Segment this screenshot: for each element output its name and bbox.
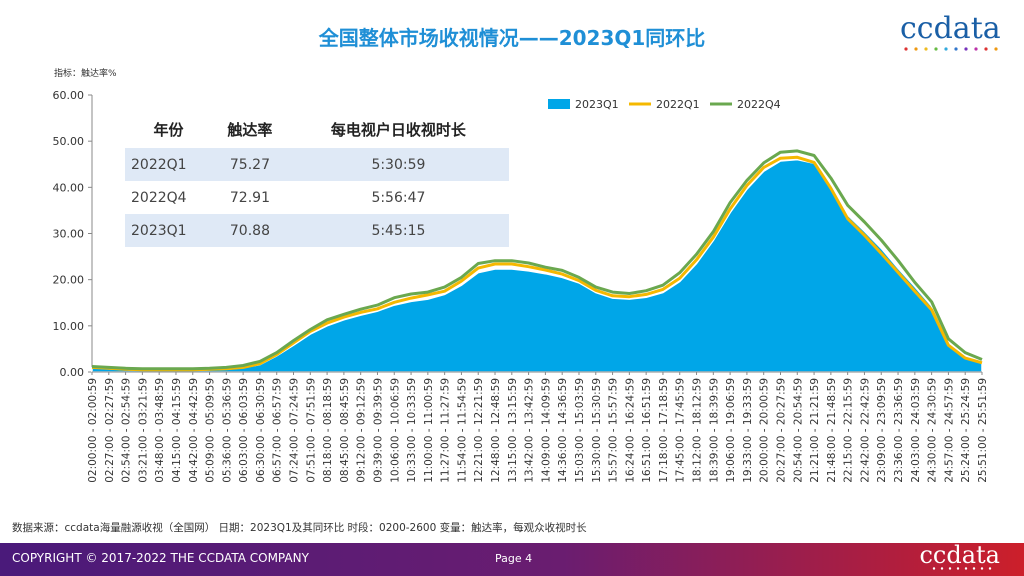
x-tick-label: 18:12:00 - 18:12:59 bbox=[692, 378, 704, 483]
x-tick-label: 17:18:00 - 17:18:59 bbox=[658, 378, 670, 483]
x-tick-label: 22:15:00 - 22:15:59 bbox=[843, 378, 855, 483]
x-tick-label: 15:03:00 - 15:03:59 bbox=[574, 378, 586, 483]
cell-duration: 5:45:15 bbox=[287, 214, 509, 247]
x-tick-label: 24:03:00 - 24:03:59 bbox=[910, 378, 922, 483]
x-tick-label: 23:09:00 - 23:09:59 bbox=[876, 378, 888, 483]
x-tick-label: 04:42:00 - 04:42:59 bbox=[188, 378, 200, 483]
x-tick-label: 25:51:00 - 25:51:59 bbox=[977, 378, 989, 483]
legend-label-2022Q4: 2022Q4 bbox=[737, 98, 781, 111]
x-tick-label: 17:45:00 - 17:45:59 bbox=[675, 378, 687, 483]
x-tick-label: 15:30:00 - 15:30:59 bbox=[591, 378, 603, 483]
x-tick-label: 07:24:00 - 07:24:59 bbox=[289, 378, 301, 483]
cell-year: 2022Q4 bbox=[125, 181, 212, 214]
x-tick-label: 14:36:00 - 14:36:59 bbox=[557, 378, 569, 483]
logo-text: ccdata bbox=[900, 11, 1001, 46]
series-line-2022Q1 bbox=[91, 155, 983, 372]
x-tick-label: 22:42:00 - 22:42:59 bbox=[860, 378, 872, 483]
header-year: 年份 bbox=[153, 120, 184, 139]
page-title: 全国整体市场收视情况——2023Q1同环比 bbox=[318, 26, 706, 50]
stats-header-row: 年份 触达率 每电视户日收视时长 bbox=[125, 110, 509, 148]
x-tick-label: 23:36:00 - 23:36:59 bbox=[893, 378, 905, 483]
footer-logo-dots bbox=[932, 567, 992, 570]
cell-duration: 5:56:47 bbox=[287, 181, 509, 214]
x-tick-label: 19:33:00 - 19:33:59 bbox=[742, 378, 754, 483]
x-tick-label: 09:39:00 - 09:39:59 bbox=[373, 378, 385, 483]
legend-label-2022Q1: 2022Q1 bbox=[656, 98, 700, 111]
x-tick-label: 03:21:00 - 03:21:59 bbox=[137, 378, 149, 483]
x-tick-label: 05:09:00 - 05:09:59 bbox=[205, 378, 217, 483]
x-tick-label: 13:15:00 - 13:15:59 bbox=[507, 378, 519, 483]
chart: 0.00 10.00 20.00 30.00 40.00 50.00 60.00 02:00:… bbox=[53, 89, 990, 483]
cell-reach: 72.91 bbox=[212, 181, 288, 214]
x-tick-label: 13:42:00 - 13:42:59 bbox=[524, 378, 536, 483]
x-tick-label: 21:21:00 - 21:21:59 bbox=[809, 378, 821, 483]
x-tick-label: 10:33:00 - 10:33:59 bbox=[406, 378, 418, 483]
y-tick-label: 60.00 bbox=[53, 89, 85, 102]
x-tick-label: 16:51:00 - 16:51:59 bbox=[641, 378, 653, 483]
x-tick-label: 06:30:00 - 06:30:59 bbox=[255, 378, 267, 483]
table-row: 2022Q4 72.91 5:56:47 bbox=[125, 181, 509, 214]
footer-bar: COPYRIGHT © 2017-2022 THE CCDATA COMPANY… bbox=[0, 541, 1024, 576]
cell-year: 2023Q1 bbox=[125, 214, 212, 247]
stats-table: 年份 触达率 每电视户日收视时长 2022Q1 75.27 5:30:59 20… bbox=[125, 110, 509, 247]
x-tick-label: 16:24:00 - 16:24:59 bbox=[624, 378, 636, 483]
source-note: 数据来源：ccdata海量融源收视（全国网） 日期：2023Q1及其同环比 时段… bbox=[12, 522, 587, 534]
x-tick-label: 24:30:00 - 24:30:59 bbox=[927, 378, 939, 483]
header-reach: 触达率 bbox=[227, 120, 273, 139]
x-tick-label: 08:45:00 - 08:45:59 bbox=[339, 378, 351, 483]
cell-reach: 70.88 bbox=[212, 214, 288, 247]
x-tick-label: 11:54:00 - 11:54:59 bbox=[456, 378, 468, 483]
x-tick-label: 07:51:00 - 07:51:59 bbox=[305, 378, 317, 483]
x-tick-label: 21:48:00 - 21:48:59 bbox=[826, 378, 838, 483]
x-tick-label: 02:00:00 - 02:00:59 bbox=[87, 378, 99, 483]
x-tick-label: 19:06:00 - 19:06:59 bbox=[725, 378, 737, 483]
y-tick-label: 30.00 bbox=[53, 228, 85, 241]
copyright-text: COPYRIGHT © 2017-2022 THE CCDATA COMPANY bbox=[12, 551, 309, 565]
legend-label-2023Q1: 2023Q1 bbox=[575, 98, 619, 111]
y-tick-label: 50.00 bbox=[53, 135, 85, 148]
logo-dots-decoration bbox=[904, 47, 998, 51]
cell-duration: 5:30:59 bbox=[287, 148, 509, 181]
x-tick-label: 25:24:00 - 25:24:59 bbox=[960, 378, 972, 483]
x-tick-label: 02:27:00 - 02:27:59 bbox=[104, 378, 116, 483]
page-number: Page 4 bbox=[495, 552, 533, 565]
footer-logo: ccdata bbox=[919, 541, 1000, 569]
x-tick-label: 11:27:00 - 11:27:59 bbox=[440, 378, 452, 483]
y-tick-label: 40.00 bbox=[53, 181, 85, 194]
metric-label: 指标：触达率% bbox=[54, 69, 117, 79]
ccdata-logo: ccdata bbox=[900, 14, 1002, 52]
x-tick-label: 08:18:00 - 08:18:59 bbox=[322, 378, 334, 483]
y-tick-label: 0.00 bbox=[60, 366, 85, 379]
x-tick-label: 05:36:00 - 05:36:59 bbox=[221, 378, 233, 483]
x-tick-label: 12:21:00 - 12:21:59 bbox=[473, 378, 485, 483]
legend-swatch-2023Q1 bbox=[548, 99, 570, 109]
table-row: 2023Q1 70.88 5:45:15 bbox=[125, 214, 509, 247]
header-duration: 每电视户日收视时长 bbox=[330, 120, 466, 139]
y-tick-label: 20.00 bbox=[53, 274, 85, 287]
x-tick-label: 18:39:00 - 18:39:59 bbox=[708, 378, 720, 483]
x-tick-label: 03:48:00 - 03:48:59 bbox=[154, 378, 166, 483]
x-tick-label: 02:54:00 - 02:54:59 bbox=[121, 378, 133, 483]
x-tick-label: 14:09:00 - 14:09:59 bbox=[540, 378, 552, 483]
y-tick-label: 10.00 bbox=[53, 320, 85, 333]
x-tick-label: 06:57:00 - 06:57:59 bbox=[272, 378, 284, 483]
x-tick-label: 20:27:00 - 20:27:59 bbox=[776, 378, 788, 483]
series-line-2022Q4 bbox=[91, 149, 983, 371]
cell-reach: 75.27 bbox=[212, 148, 288, 181]
x-tick-label: 10:06:00 - 10:06:59 bbox=[389, 378, 401, 483]
x-tick-label: 11:00:00 - 11:00:59 bbox=[423, 378, 435, 483]
x-tick-label: 20:54:00 - 20:54:59 bbox=[792, 378, 804, 483]
x-tick-label: 06:03:00 - 06:03:59 bbox=[238, 378, 250, 483]
x-tick-label: 15:57:00 - 15:57:59 bbox=[608, 378, 620, 483]
x-tick-label: 04:15:00 - 04:15:59 bbox=[171, 378, 183, 483]
x-tick-label: 24:57:00 - 24:57:59 bbox=[943, 378, 955, 483]
x-tick-label: 20:00:00 - 20:00:59 bbox=[759, 378, 771, 483]
x-tick-label: 12:48:00 - 12:48:59 bbox=[490, 378, 502, 483]
x-tick-label: 09:12:00 - 09:12:59 bbox=[356, 378, 368, 483]
cell-year: 2022Q1 bbox=[125, 148, 212, 181]
table-row: 2022Q1 75.27 5:30:59 bbox=[125, 148, 509, 181]
